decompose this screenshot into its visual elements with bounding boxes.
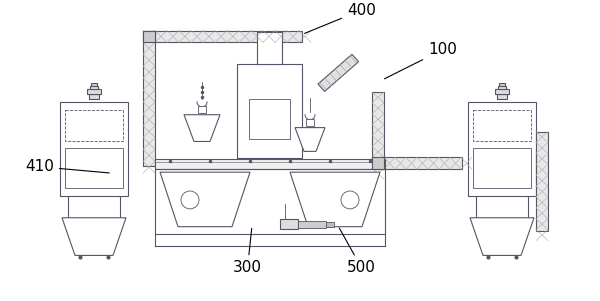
Bar [90,86,98,89]
Bar [306,119,314,126]
Text: 400: 400 [305,3,376,33]
Bar [249,99,290,138]
Bar [60,102,128,196]
Polygon shape [62,218,126,256]
Bar [384,157,462,169]
Bar [298,221,326,228]
Bar [143,30,155,42]
Polygon shape [290,172,380,227]
Bar [89,94,99,99]
Bar [198,106,206,113]
Bar [498,86,506,89]
Polygon shape [295,128,325,151]
Text: 410: 410 [25,159,109,174]
Bar [495,89,509,94]
Text: 100: 100 [385,42,457,79]
Bar [473,110,531,141]
Bar [372,92,384,169]
Bar [326,222,334,227]
Bar [143,30,155,166]
Bar [468,102,536,196]
Polygon shape [318,54,359,92]
Bar [280,219,298,229]
Bar [473,148,531,188]
Text: 500: 500 [340,228,376,275]
Bar [155,169,385,234]
Bar [91,83,97,86]
Polygon shape [160,172,250,227]
Bar [536,132,548,231]
Bar [372,157,384,169]
Bar [497,94,507,99]
Polygon shape [184,115,220,141]
Bar [65,148,123,188]
Bar [237,64,302,158]
Bar [87,89,101,94]
Bar [499,83,505,86]
Bar [257,33,282,64]
Polygon shape [470,218,534,256]
Bar [143,30,302,42]
Bar [65,110,123,141]
Text: 300: 300 [233,228,262,275]
Bar [155,159,385,169]
